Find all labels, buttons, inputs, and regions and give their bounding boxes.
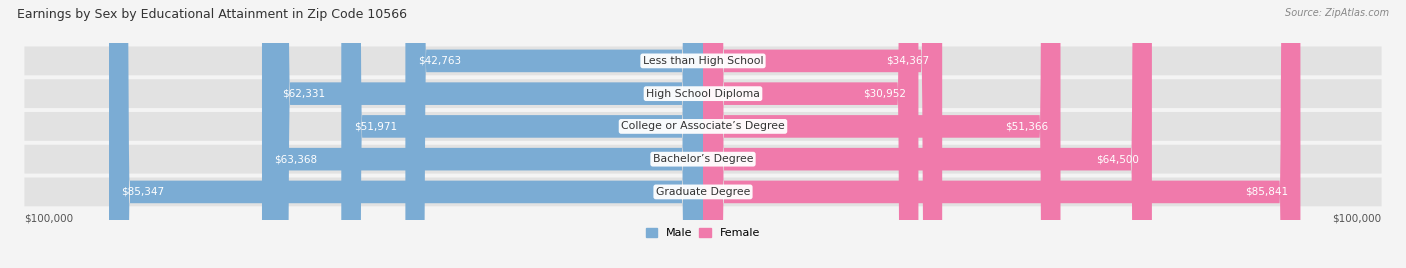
Text: $100,000: $100,000 [1333,214,1382,224]
FancyBboxPatch shape [703,0,1301,268]
Text: $62,331: $62,331 [281,89,325,99]
Text: $100,000: $100,000 [24,214,73,224]
Text: $51,971: $51,971 [354,121,396,131]
Text: Less than High School: Less than High School [643,56,763,66]
Text: High School Diploma: High School Diploma [647,89,759,99]
Text: College or Associate’s Degree: College or Associate’s Degree [621,121,785,131]
FancyBboxPatch shape [342,0,703,268]
FancyBboxPatch shape [703,0,918,268]
Text: $64,500: $64,500 [1097,154,1139,164]
FancyBboxPatch shape [703,0,942,268]
Text: $85,841: $85,841 [1244,187,1288,197]
FancyBboxPatch shape [24,46,1382,75]
FancyBboxPatch shape [269,0,703,268]
FancyBboxPatch shape [703,0,1060,268]
Text: $42,763: $42,763 [418,56,461,66]
Legend: Male, Female: Male, Female [641,223,765,243]
FancyBboxPatch shape [405,0,703,268]
Text: $34,367: $34,367 [887,56,929,66]
FancyBboxPatch shape [24,79,1382,108]
Text: $51,366: $51,366 [1005,121,1047,131]
FancyBboxPatch shape [110,0,703,268]
Text: $63,368: $63,368 [274,154,318,164]
FancyBboxPatch shape [703,0,1152,268]
FancyBboxPatch shape [24,112,1382,141]
Text: $85,347: $85,347 [121,187,165,197]
FancyBboxPatch shape [262,0,703,268]
FancyBboxPatch shape [24,177,1382,206]
Text: Bachelor’s Degree: Bachelor’s Degree [652,154,754,164]
Text: $30,952: $30,952 [863,89,905,99]
Text: Source: ZipAtlas.com: Source: ZipAtlas.com [1285,8,1389,18]
FancyBboxPatch shape [24,145,1382,174]
Text: Graduate Degree: Graduate Degree [655,187,751,197]
Text: Earnings by Sex by Educational Attainment in Zip Code 10566: Earnings by Sex by Educational Attainmen… [17,8,406,21]
